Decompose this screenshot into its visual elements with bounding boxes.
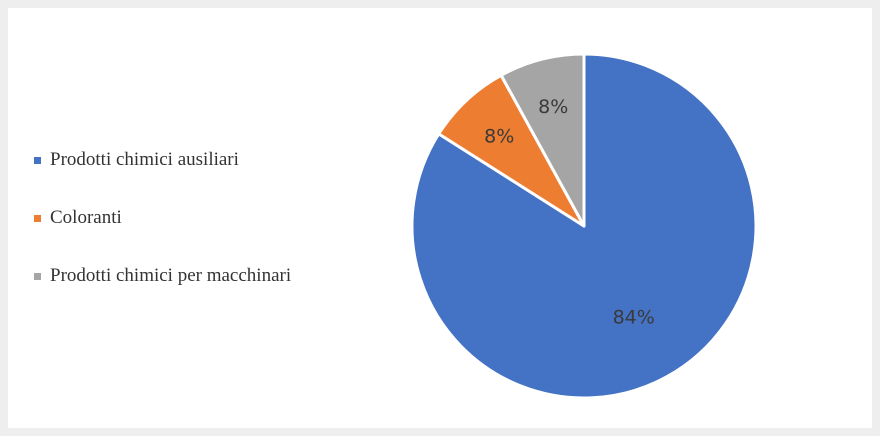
legend: Prodotti chimici ausiliari Coloranti Pro… [34,148,354,322]
legend-swatch-gray [34,273,41,280]
legend-label: Coloranti [50,207,122,228]
legend-swatch-blue [34,157,41,164]
slice-label-8-macchinari: 8% [538,96,568,118]
legend-label: Prodotti chimici per macchinari [50,265,292,286]
legend-item-coloranti: Coloranti [34,206,354,230]
slice-prodotti-chimici-per-macchinari [499,52,586,228]
legend-label: Prodotti chimici ausiliari [50,149,239,170]
chart-frame: Prodotti chimici ausiliari Coloranti Pro… [8,8,872,428]
legend-item-prodotti-chimici-ausiliari: Prodotti chimici ausiliari [34,148,354,172]
pie-chart: 84% 8% 8% [410,52,758,400]
slice-label-8-coloranti: 8% [484,126,514,148]
legend-swatch-orange [34,215,41,222]
slice-label-84: 84% [613,306,655,328]
legend-item-prodotti-chimici-per-macchinari: Prodotti chimici per macchinari [34,264,310,288]
